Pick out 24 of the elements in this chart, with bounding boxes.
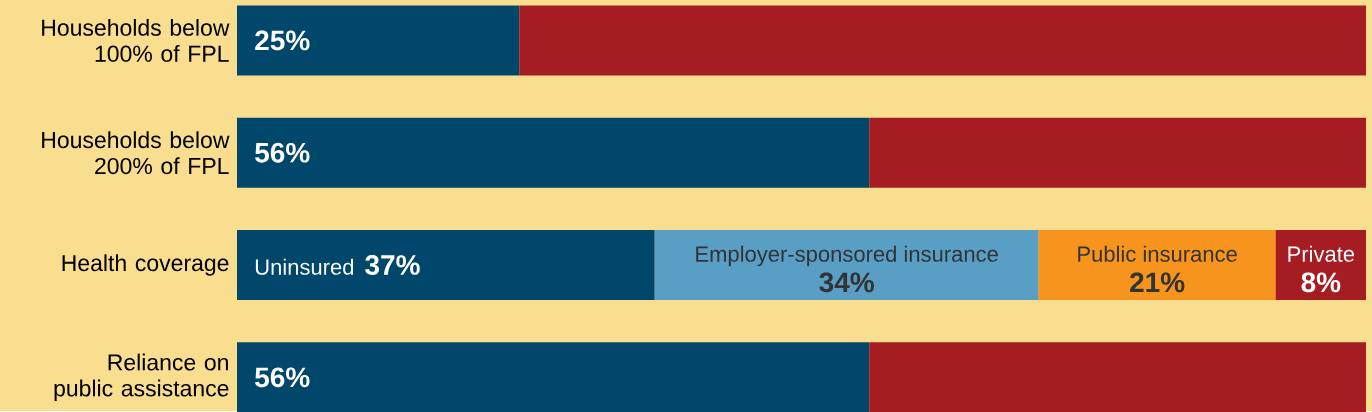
y-tick-label: Health coverage — [62, 254, 229, 276]
y-tick-label: Reliance on public assistance — [54, 353, 229, 401]
series-label: Uninsured — [255, 258, 354, 275]
bar — [237, 5, 520, 76]
bar — [237, 117, 870, 188]
bar — [237, 342, 870, 412]
bar — [1038, 229, 1276, 300]
bar — [869, 117, 1366, 188]
y-tick-label: Households below 100% of FPL — [42, 18, 230, 62]
data-label: 25% — [255, 30, 310, 51]
bar — [654, 229, 1039, 300]
data-label: 21% — [1130, 272, 1185, 293]
series-label: Private — [1288, 245, 1355, 262]
data-label: 8% — [1301, 272, 1341, 293]
data-label: 34% — [819, 272, 874, 293]
y-tick-label: Households below 200% of FPL — [42, 131, 230, 175]
series-label: Public insurance — [1078, 245, 1237, 262]
bar — [869, 342, 1366, 412]
bar — [237, 229, 655, 300]
series-label: Employer-sponsored insurance — [696, 245, 998, 267]
data-label: 56% — [255, 367, 310, 388]
data-label: 56% — [255, 142, 310, 163]
data-label: 37% — [365, 254, 420, 275]
bar — [519, 5, 1366, 76]
